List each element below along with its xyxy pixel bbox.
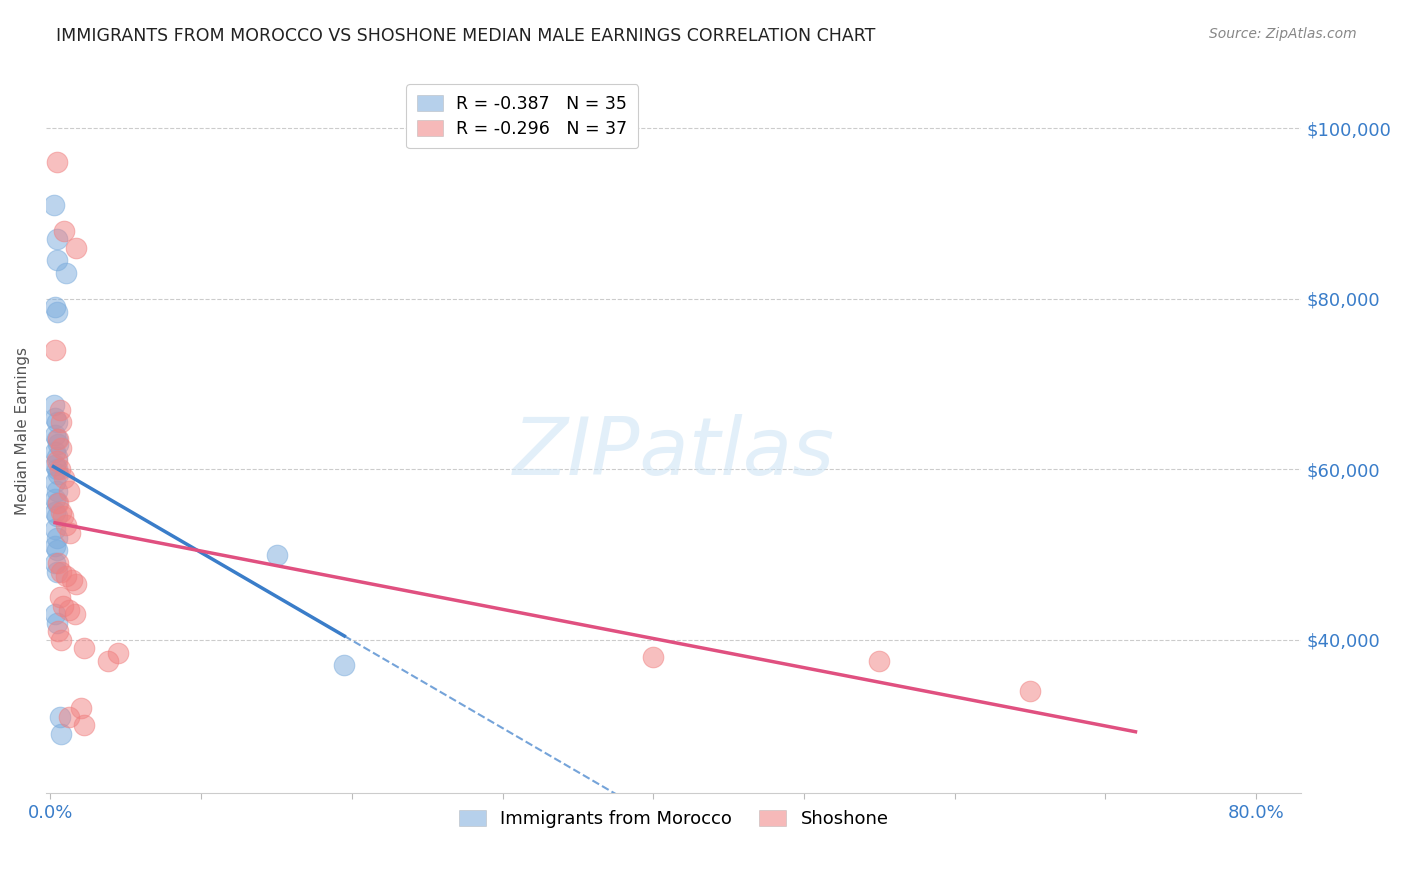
Point xyxy=(49,726,72,740)
Point xyxy=(46,436,69,450)
Point xyxy=(44,522,66,536)
Y-axis label: Median Male Earnings: Median Male Earnings xyxy=(15,347,30,515)
Point xyxy=(63,607,86,622)
Point xyxy=(45,450,67,464)
Point xyxy=(44,539,66,553)
Point xyxy=(46,496,69,510)
Point xyxy=(44,475,66,489)
Point xyxy=(1019,684,1042,698)
Point xyxy=(44,505,66,519)
Point xyxy=(44,343,66,357)
Point xyxy=(333,658,356,673)
Point xyxy=(44,445,66,459)
Point xyxy=(58,709,80,723)
Point xyxy=(45,155,67,169)
Point xyxy=(58,603,80,617)
Point xyxy=(44,458,66,472)
Point xyxy=(44,492,66,507)
Point xyxy=(868,654,890,668)
Point xyxy=(51,509,73,524)
Point xyxy=(45,543,67,558)
Point xyxy=(51,599,73,613)
Point xyxy=(55,569,77,583)
Point xyxy=(45,496,67,510)
Point xyxy=(46,433,69,447)
Point xyxy=(45,565,67,579)
Point xyxy=(45,454,67,468)
Legend: Immigrants from Morocco, Shoshone: Immigrants from Morocco, Shoshone xyxy=(451,802,896,835)
Point xyxy=(48,402,70,417)
Point xyxy=(266,548,288,562)
Point xyxy=(44,607,66,622)
Point xyxy=(45,253,67,268)
Point xyxy=(46,624,69,639)
Point xyxy=(44,300,66,314)
Point xyxy=(65,577,87,591)
Point xyxy=(46,467,69,481)
Point xyxy=(45,531,67,545)
Point xyxy=(49,505,72,519)
Point xyxy=(49,441,72,455)
Point xyxy=(107,646,129,660)
Point xyxy=(45,232,67,246)
Point xyxy=(643,649,665,664)
Point xyxy=(53,223,76,237)
Text: ZIPatlas: ZIPatlas xyxy=(513,414,835,491)
Point xyxy=(45,416,67,430)
Point xyxy=(69,701,91,715)
Point xyxy=(42,198,65,212)
Point xyxy=(44,556,66,570)
Point xyxy=(48,709,70,723)
Point xyxy=(53,471,76,485)
Text: IMMIGRANTS FROM MOROCCO VS SHOSHONE MEDIAN MALE EARNINGS CORRELATION CHART: IMMIGRANTS FROM MOROCCO VS SHOSHONE MEDI… xyxy=(56,27,876,45)
Point xyxy=(49,565,72,579)
Point xyxy=(44,411,66,425)
Point xyxy=(49,416,72,430)
Point xyxy=(44,428,66,442)
Point xyxy=(49,632,72,647)
Point xyxy=(72,718,94,732)
Point xyxy=(59,526,82,541)
Point xyxy=(45,509,67,524)
Point xyxy=(45,433,67,447)
Point xyxy=(65,241,87,255)
Point xyxy=(55,266,77,280)
Text: Source: ZipAtlas.com: Source: ZipAtlas.com xyxy=(1209,27,1357,41)
Point xyxy=(97,654,120,668)
Point xyxy=(48,462,70,476)
Point xyxy=(45,615,67,630)
Point xyxy=(55,517,77,532)
Point xyxy=(45,483,67,498)
Point xyxy=(60,573,83,587)
Point xyxy=(48,591,70,605)
Point xyxy=(58,483,80,498)
Point xyxy=(42,398,65,412)
Point xyxy=(45,462,67,476)
Point xyxy=(72,641,94,656)
Point xyxy=(46,556,69,570)
Point xyxy=(45,304,67,318)
